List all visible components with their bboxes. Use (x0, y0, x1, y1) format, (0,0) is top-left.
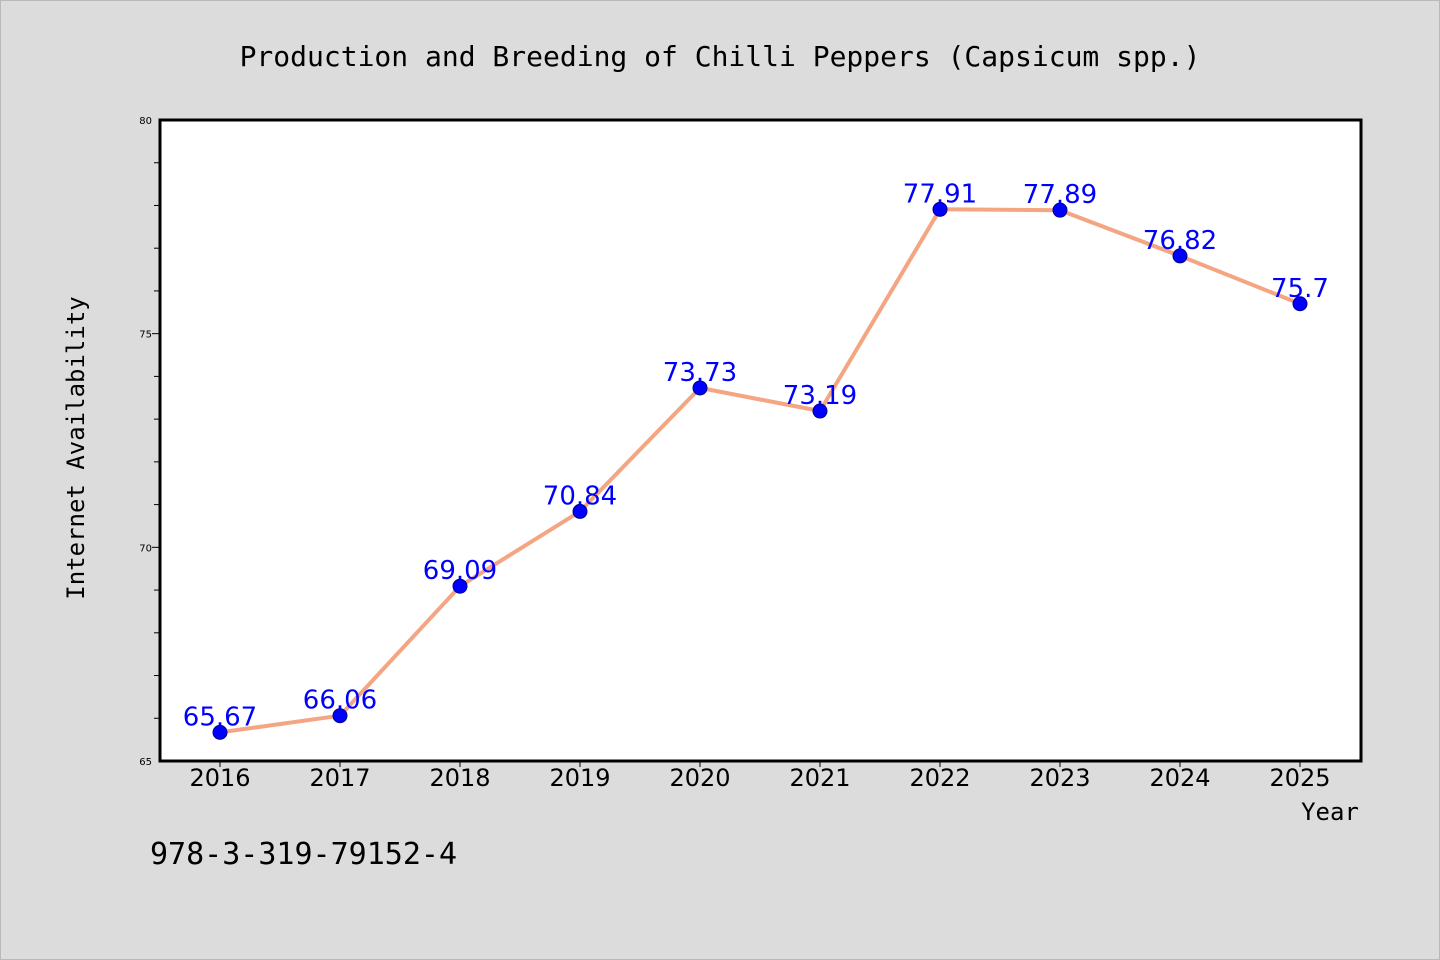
data-point-marker (452, 578, 468, 594)
data-point-marker (932, 201, 948, 217)
x-tick-label: 2020 (669, 764, 730, 792)
x-axis: 2016 2017 2018 2019 2020 2021 2022 2023 2024 2025 (189, 761, 1331, 792)
data-point-label: 69.09 (423, 556, 497, 586)
data-point-label: 70.84 (543, 481, 617, 511)
x-axis-label: Year (1301, 798, 1359, 826)
chart-title: Production and Breeding of Chilli Pepper… (240, 40, 1201, 73)
data-point-label: 77.89 (1023, 180, 1097, 210)
data-point-label: 65.67 (183, 702, 257, 732)
data-point-marker (212, 724, 228, 740)
data-point-marker (692, 380, 708, 396)
x-tick-label: 2019 (549, 764, 610, 792)
y-tick-label: 65 (139, 757, 152, 768)
series-line (219, 207, 1301, 735)
x-tick-label: 2017 (309, 764, 370, 792)
data-point-marker (572, 503, 588, 519)
y-tick-label: 80 (139, 116, 152, 127)
x-tick-label: 2016 (189, 764, 250, 792)
data-labels: 65.67 66.06 69.09 70.84 73.73 73.19 77.91 77.89… (183, 179, 1329, 732)
data-point-label: 73.19 (783, 381, 857, 411)
data-point-label: 73.73 (663, 358, 737, 388)
y-axis-label: Internet Availability (62, 296, 90, 599)
y-tick-label: 75 (139, 330, 152, 341)
data-point-label: 75.7 (1271, 274, 1329, 304)
plot-area (158, 118, 1363, 763)
isbn-text: 978-3-319-79152-4 (150, 837, 457, 872)
data-point-marker (1052, 202, 1068, 218)
x-tick-label: 2021 (789, 764, 850, 792)
x-tick-label: 2018 (429, 764, 490, 792)
series-markers (212, 201, 1308, 740)
data-point-marker (1292, 296, 1308, 312)
data-point-label: 76.82 (1143, 226, 1217, 256)
x-tick-label: 2025 (1269, 764, 1330, 792)
y-axis: 65 70 75 80 (139, 116, 160, 768)
data-point-marker (812, 403, 828, 419)
x-tick-label: 2024 (1149, 764, 1210, 792)
data-point-label: 66.06 (303, 686, 377, 716)
x-tick-label: 2023 (1029, 764, 1090, 792)
y-tick-label: 70 (139, 543, 152, 554)
data-point-marker (332, 708, 348, 724)
data-point-marker (1172, 248, 1188, 264)
x-tick-label: 2022 (909, 764, 970, 792)
data-point-label: 77.91 (903, 179, 977, 209)
